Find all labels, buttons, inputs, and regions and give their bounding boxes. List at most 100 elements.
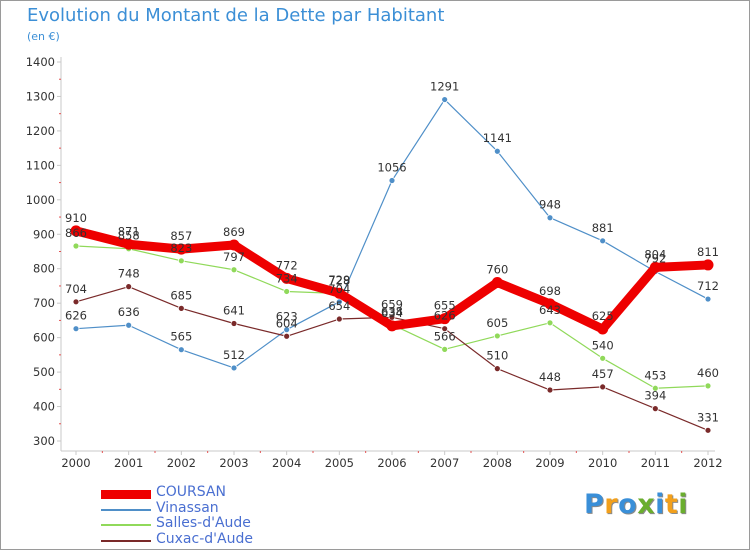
- data-point: [493, 365, 501, 373]
- data-point: [386, 320, 398, 332]
- data-point: [651, 384, 659, 392]
- data-point: [125, 321, 133, 329]
- data-label: 772: [276, 258, 298, 272]
- x-tick-label: 2009: [535, 456, 564, 470]
- data-point: [544, 298, 556, 310]
- logo-letter: x: [637, 489, 656, 520]
- data-label: 638: [381, 305, 403, 319]
- data-point: [546, 386, 554, 394]
- data-label: 512: [223, 348, 245, 362]
- data-label: 729: [328, 273, 350, 287]
- data-label: 811: [697, 245, 719, 259]
- legend-label: COURSAN: [156, 484, 226, 500]
- data-label: 605: [486, 316, 508, 330]
- data-label: 704: [65, 282, 87, 296]
- data-label: 448: [539, 370, 561, 384]
- data-label: 804: [644, 247, 666, 261]
- data-label: 712: [697, 279, 719, 293]
- y-tick-label: 600: [33, 331, 55, 345]
- data-label: 866: [65, 226, 87, 240]
- data-point: [72, 298, 80, 306]
- data-label: 636: [118, 305, 140, 319]
- data-label: 823: [170, 241, 192, 255]
- data-point: [335, 315, 343, 323]
- data-point: [72, 325, 80, 333]
- data-label: 1291: [430, 80, 459, 94]
- x-tick-label: 2010: [588, 456, 617, 470]
- data-label: 626: [434, 309, 456, 323]
- data-label: 704: [328, 282, 350, 296]
- legend-swatch: [101, 539, 151, 542]
- data-label: 734: [276, 271, 298, 285]
- data-label: 869: [223, 225, 245, 239]
- data-point: [493, 332, 501, 340]
- data-label: 655: [434, 299, 456, 313]
- data-label: 1056: [377, 161, 406, 175]
- data-point: [177, 346, 185, 354]
- data-label: 641: [223, 304, 245, 318]
- x-tick-label: 2005: [325, 456, 354, 470]
- data-point: [228, 239, 240, 251]
- data-label: 623: [276, 310, 298, 324]
- legend-label: Vinassan: [156, 499, 219, 516]
- data-point: [651, 405, 659, 413]
- data-point: [388, 177, 396, 184]
- data-label: 625: [592, 309, 614, 323]
- chart-unit-label: (en €): [27, 30, 60, 43]
- data-label: 566: [434, 329, 456, 343]
- data-point: [546, 319, 554, 327]
- data-point: [333, 287, 345, 299]
- data-point: [72, 242, 80, 250]
- y-tick-label: 800: [33, 262, 55, 276]
- proxiti-logo: Proxiti: [584, 489, 688, 520]
- data-label: 604: [276, 316, 298, 330]
- data-point: [599, 354, 607, 362]
- data-label: 659: [381, 297, 403, 311]
- data-point: [599, 237, 607, 245]
- data-point: [493, 147, 501, 155]
- logo-letter: t: [664, 489, 679, 520]
- data-point: [439, 313, 451, 325]
- logo-letter: P: [584, 489, 605, 520]
- data-label: 748: [118, 267, 140, 281]
- legend-label: Cuxac-d'Aude: [156, 530, 253, 547]
- data-point: [441, 345, 449, 353]
- data-label: 698: [539, 284, 561, 298]
- data-label: 760: [486, 263, 508, 277]
- y-tick-label: 1100: [26, 158, 55, 172]
- data-point: [441, 325, 449, 333]
- data-point: [123, 238, 135, 250]
- x-tick-label: 2003: [219, 456, 248, 470]
- x-tick-label: 2012: [693, 456, 722, 470]
- data-point: [70, 225, 82, 237]
- chart-title: Evolution du Montant de la Dette par Hab…: [27, 5, 445, 26]
- data-label: 685: [170, 288, 192, 302]
- data-point: [597, 323, 609, 335]
- data-label: 1141: [483, 131, 512, 145]
- data-label: 453: [644, 368, 666, 382]
- y-tick-label: 500: [33, 365, 55, 379]
- data-point: [388, 313, 396, 321]
- data-label: 460: [697, 366, 719, 380]
- data-point: [649, 261, 661, 273]
- data-label: 540: [592, 338, 614, 352]
- data-label: 881: [592, 221, 614, 235]
- x-tick-label: 2008: [483, 456, 512, 470]
- data-label: 948: [539, 198, 561, 212]
- data-label: 510: [486, 349, 508, 363]
- x-tick-label: 2011: [641, 456, 670, 470]
- data-point: [283, 288, 291, 295]
- x-tick-label: 2002: [167, 456, 196, 470]
- data-point: [283, 332, 291, 340]
- y-tick-label: 1200: [26, 124, 55, 138]
- data-label: 331: [697, 410, 719, 424]
- data-point: [704, 382, 712, 390]
- x-tick-label: 2004: [272, 456, 301, 470]
- data-label: 792: [644, 251, 666, 265]
- data-point: [177, 257, 185, 265]
- data-point: [702, 259, 714, 271]
- data-label: 634: [381, 306, 403, 320]
- legend-swatch: [101, 524, 151, 526]
